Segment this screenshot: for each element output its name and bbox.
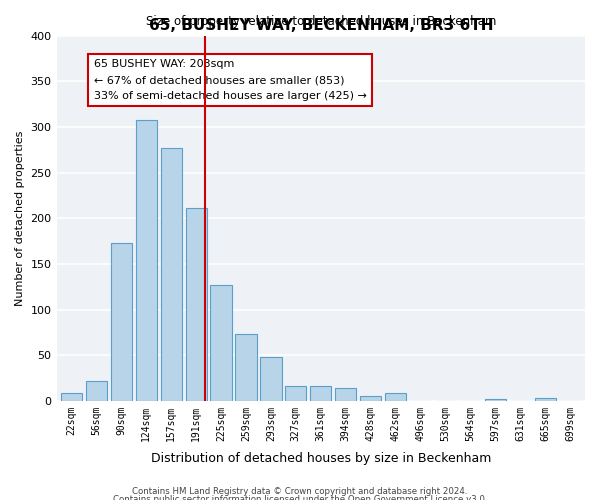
Bar [235, 334, 257, 401]
Bar [260, 357, 281, 401]
Bar [485, 399, 506, 401]
Bar [86, 380, 107, 401]
Bar [61, 394, 82, 401]
Bar [385, 392, 406, 401]
Title: 65, BUSHEY WAY, BECKENHAM, BR3 6TH: 65, BUSHEY WAY, BECKENHAM, BR3 6TH [149, 18, 493, 33]
Text: Size of property relative to detached houses in Beckenham: Size of property relative to detached ho… [146, 16, 496, 28]
Bar [335, 388, 356, 401]
Text: Contains public sector information licensed under the Open Government Licence v3: Contains public sector information licen… [113, 496, 487, 500]
Bar [360, 396, 381, 401]
Y-axis label: Number of detached properties: Number of detached properties [15, 130, 25, 306]
Bar [535, 398, 556, 401]
X-axis label: Distribution of detached houses by size in Beckenham: Distribution of detached houses by size … [151, 452, 491, 465]
Text: 65 BUSHEY WAY: 203sqm
← 67% of detached houses are smaller (853)
33% of semi-det: 65 BUSHEY WAY: 203sqm ← 67% of detached … [94, 60, 367, 100]
Bar [185, 208, 207, 401]
Bar [285, 386, 307, 401]
Bar [310, 386, 331, 401]
Bar [161, 148, 182, 401]
Bar [111, 243, 132, 401]
Text: Contains HM Land Registry data © Crown copyright and database right 2024.: Contains HM Land Registry data © Crown c… [132, 487, 468, 496]
Bar [211, 285, 232, 401]
Bar [136, 120, 157, 401]
